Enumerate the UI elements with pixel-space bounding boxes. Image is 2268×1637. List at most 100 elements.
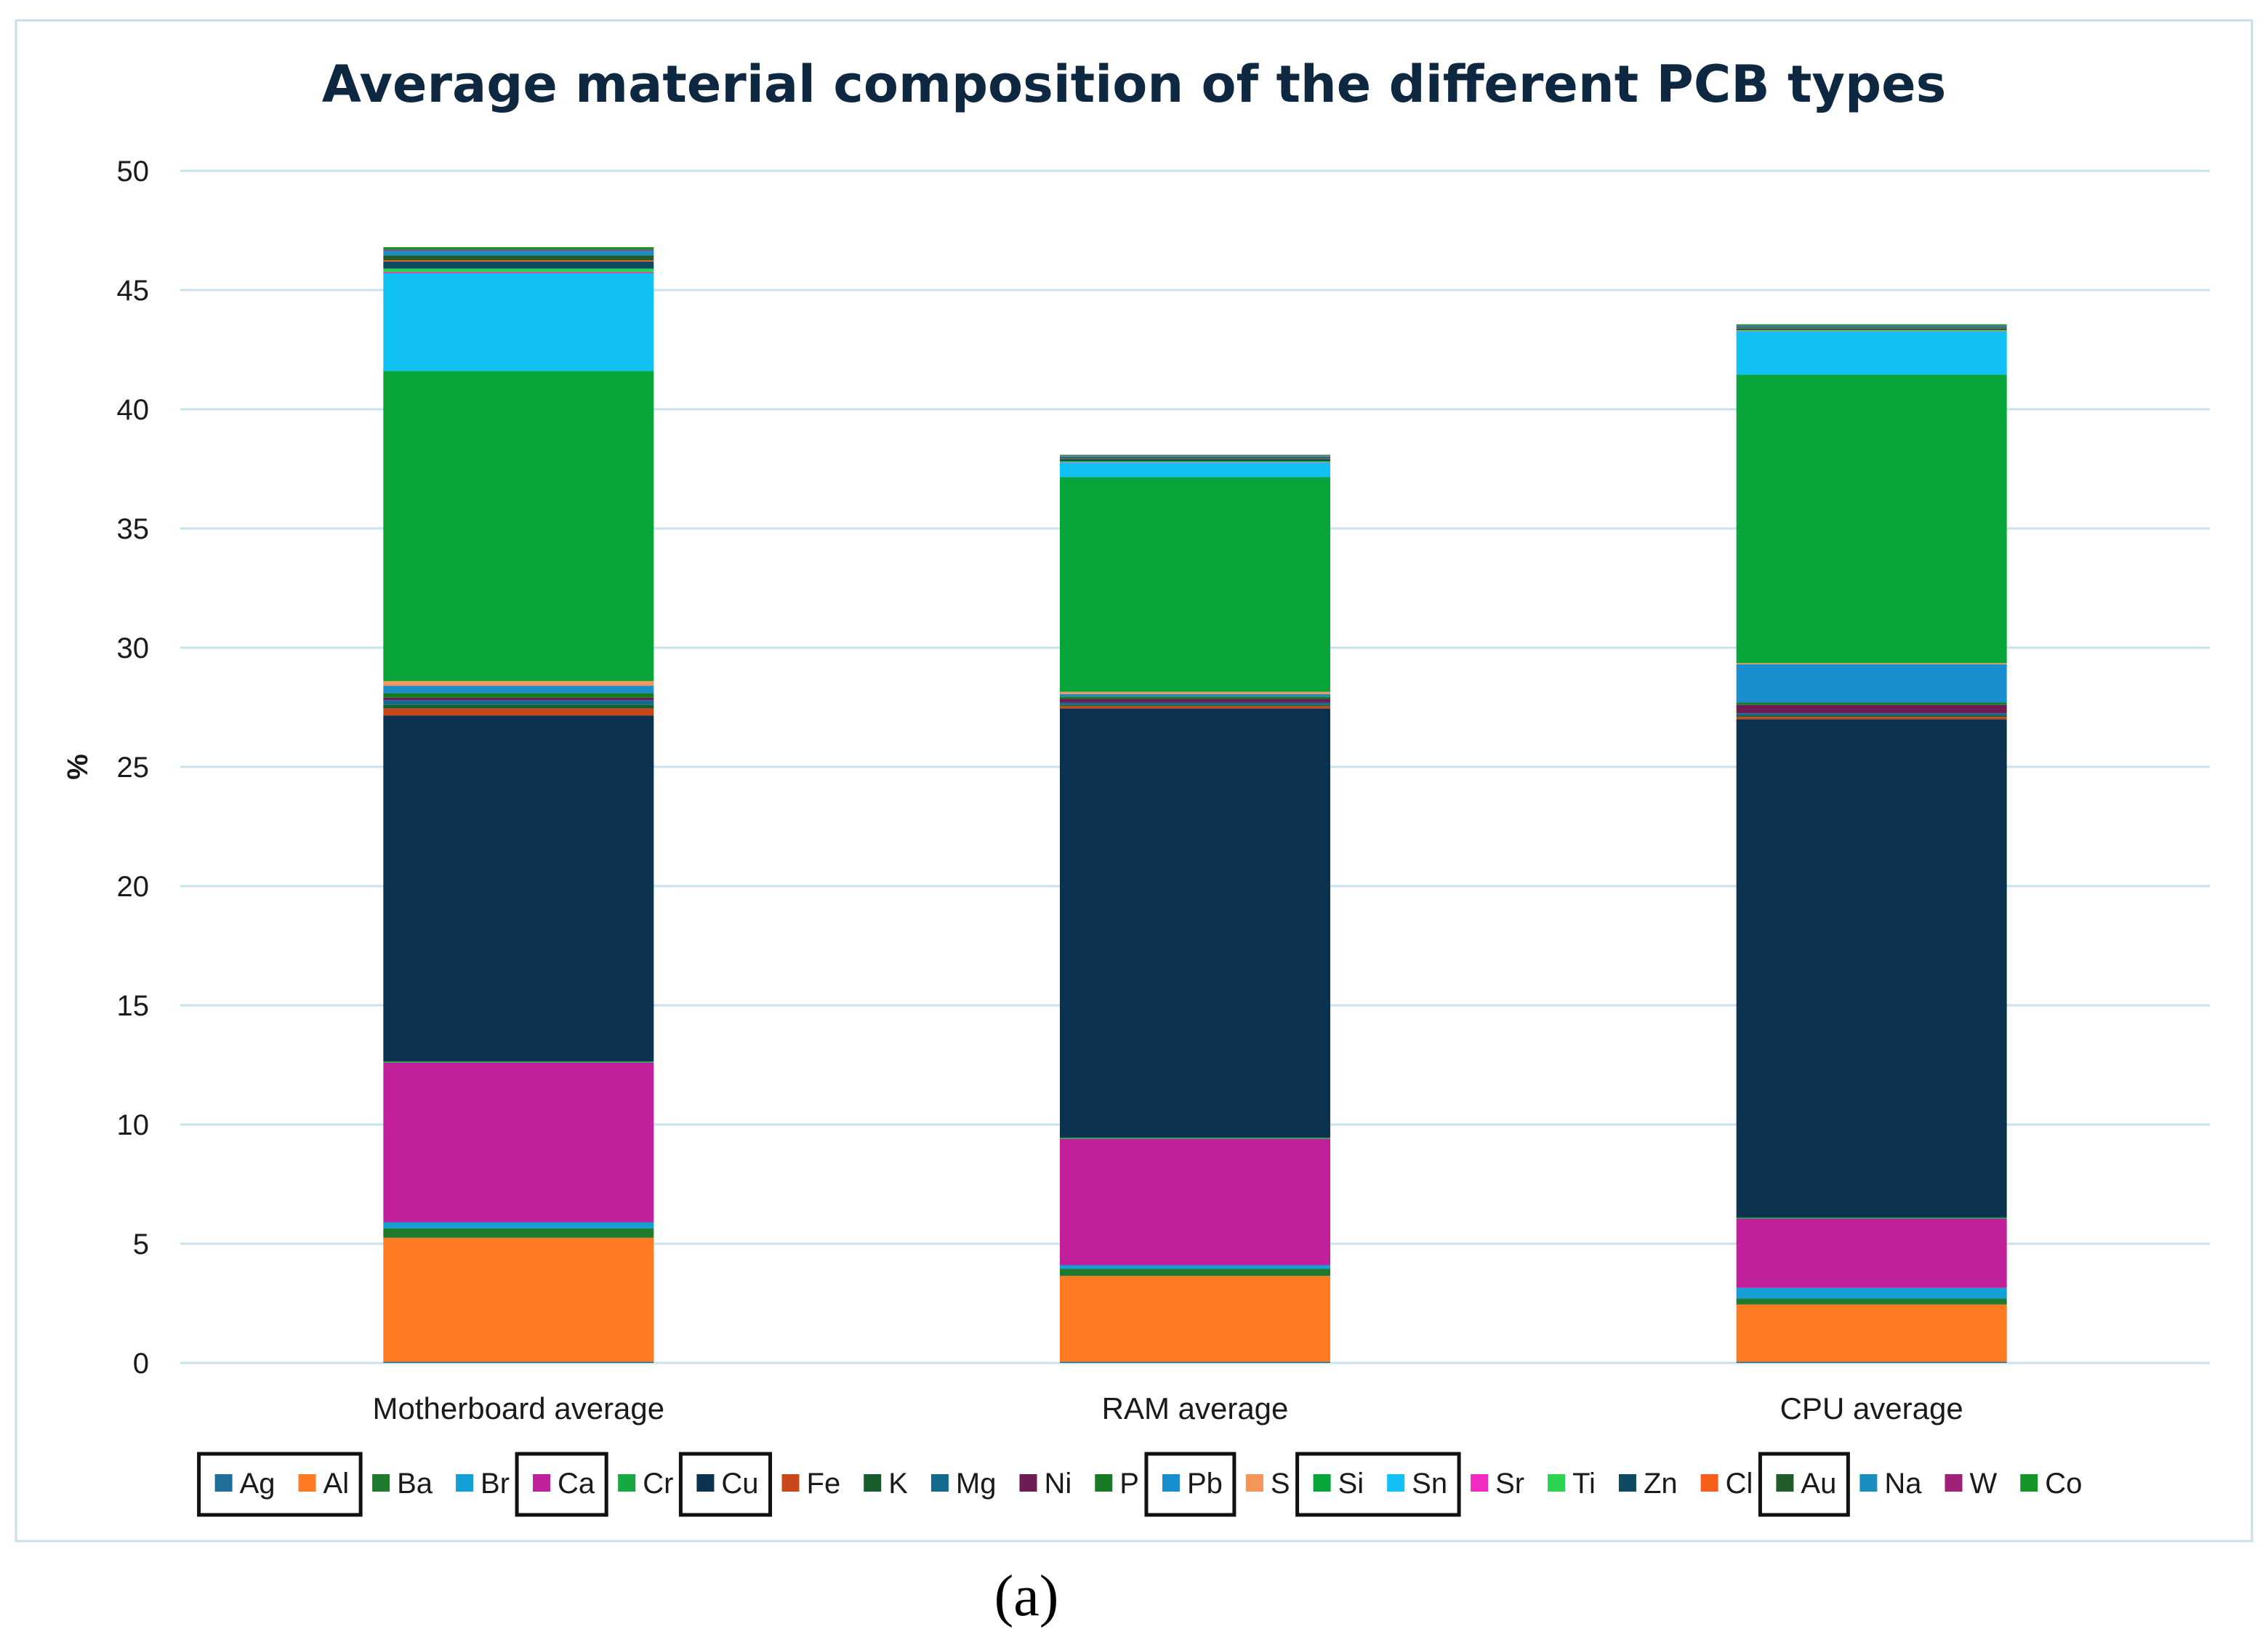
bar-segment-au — [1060, 456, 1330, 459]
category-label: RAM average — [1102, 1391, 1289, 1425]
legend-swatch — [1945, 1474, 1963, 1492]
bar-segment-pb — [1736, 664, 2007, 703]
legend-swatch — [1471, 1474, 1489, 1492]
legend-item-w[interactable]: W — [1945, 1468, 1998, 1500]
bar-segment-al — [1060, 1276, 1330, 1362]
legend-item-ca[interactable]: Ca — [533, 1468, 595, 1500]
bar-segment-ag — [1736, 1362, 2007, 1363]
bar-segment-ca — [1736, 1218, 2007, 1288]
legend-swatch — [1618, 1474, 1636, 1492]
legend-swatch — [1095, 1474, 1113, 1492]
y-axis-label: % — [62, 754, 94, 780]
legend-highlight-box — [515, 1452, 608, 1517]
bar-segment-ti — [383, 268, 654, 273]
legend-item-fe[interactable]: Fe — [781, 1468, 841, 1500]
bar-segment-zn — [1060, 459, 1330, 462]
legend-swatch — [533, 1474, 551, 1492]
legend-item-ni[interactable]: Ni — [1019, 1468, 1072, 1500]
bar-segment-ni — [1736, 704, 2007, 714]
legend-item-s[interactable]: S — [1245, 1468, 1290, 1500]
y-tick-label: 20 — [117, 871, 150, 903]
legend-item-na[interactable]: Na — [1859, 1468, 1922, 1500]
legend[interactable]: Ag Al Ba Br Ca Cr Cu Fe K Mg Ni P Pb S Si Sn Sr Ti Zn Cl Au N… — [197, 1452, 2083, 1517]
legend-label: P — [1119, 1468, 1139, 1500]
legend-item-cr[interactable]: Cr — [618, 1468, 673, 1500]
bar-segment-sr — [1060, 462, 1330, 463]
bar-segment-ag — [383, 1362, 654, 1363]
bar-segment-fe — [383, 708, 654, 716]
legend-item-sn[interactable]: Sn — [1387, 1468, 1447, 1500]
bar-segment-br — [383, 1222, 654, 1228]
legend-swatch — [1387, 1474, 1405, 1492]
bar-segment-si — [1060, 477, 1330, 692]
legend-item-cu[interactable]: Cu — [696, 1468, 759, 1500]
legend-item-k[interactable]: K — [864, 1468, 908, 1500]
legend-item-co[interactable]: Co — [2020, 1468, 2082, 1500]
legend-label: Au — [1801, 1468, 1836, 1500]
bar-segment-sr — [383, 272, 654, 274]
bar-segment-cu — [383, 715, 654, 1062]
y-tick-label: 10 — [117, 1109, 150, 1141]
bar-segment-au — [1736, 327, 2007, 329]
bar-segment-si — [1736, 374, 2007, 664]
legend-label: S — [1271, 1468, 1290, 1500]
y-tick-label: 5 — [133, 1228, 149, 1260]
y-tick-label: 45 — [117, 275, 150, 307]
bars — [383, 246, 2007, 1363]
bar-segment-cl — [383, 260, 654, 262]
y-tick-label: 40 — [117, 394, 150, 426]
bar-segment-ba — [1060, 1268, 1330, 1276]
bar-segment-na — [1736, 326, 2007, 328]
legend-label: Ba — [397, 1468, 433, 1500]
y-tick-label: 0 — [133, 1348, 149, 1380]
legend-label: Co — [2045, 1468, 2082, 1500]
legend-label: Si — [1338, 1468, 1364, 1500]
category-label: CPU average — [1780, 1391, 1963, 1425]
bar-segment-na — [1060, 456, 1330, 457]
figure-caption: (a) — [994, 1564, 1059, 1628]
legend-swatch — [1776, 1474, 1794, 1492]
legend-item-au[interactable]: Au — [1776, 1468, 1836, 1500]
legend-swatch — [930, 1474, 949, 1492]
legend-label: Br — [480, 1468, 510, 1500]
bar-segment-pb — [383, 685, 654, 693]
legend-swatch — [1548, 1474, 1566, 1492]
bar-segment-co — [383, 246, 654, 250]
bar-segment-s — [383, 680, 654, 686]
bar-segment-p — [1060, 696, 1330, 699]
bar-segment-ni — [1060, 699, 1330, 703]
legend-label: Ni — [1045, 1468, 1072, 1500]
legend-item-ti[interactable]: Ti — [1548, 1468, 1596, 1500]
bar-segment-fe — [1060, 706, 1330, 709]
bar-segment-cr — [1736, 1217, 2007, 1219]
legend-label: Al — [323, 1468, 350, 1500]
legend-label: Sr — [1495, 1468, 1524, 1500]
bar-segment-na — [383, 250, 654, 256]
bar-segment-pb — [1060, 693, 1330, 697]
legend-item-sr[interactable]: Sr — [1471, 1468, 1524, 1500]
legend-item-zn[interactable]: Zn — [1618, 1468, 1678, 1500]
bar-segment-zn — [1736, 329, 2007, 331]
legend-label: Fe — [807, 1468, 841, 1500]
bar-segment-br — [1060, 1265, 1330, 1269]
legend-swatch — [372, 1474, 390, 1492]
legend-item-ba[interactable]: Ba — [372, 1468, 433, 1500]
legend-highlight-box — [1295, 1452, 1461, 1517]
legend-swatch — [298, 1474, 316, 1492]
legend-swatch — [1700, 1474, 1718, 1492]
bar-segment-al — [1736, 1304, 2007, 1362]
legend-item-ag[interactable]: Ag — [214, 1468, 276, 1500]
legend-item-al[interactable]: Al — [298, 1468, 350, 1500]
bar-segment-cu — [1060, 708, 1330, 1138]
legend-item-br[interactable]: Br — [456, 1468, 510, 1500]
legend-item-mg[interactable]: Mg — [930, 1468, 997, 1500]
legend-highlight-box — [1144, 1452, 1236, 1517]
bar-segment-k — [1060, 704, 1330, 707]
legend-swatch — [214, 1474, 233, 1492]
legend-item-si[interactable]: Si — [1313, 1468, 1364, 1500]
legend-item-p[interactable]: P — [1095, 1468, 1139, 1500]
legend-item-cl[interactable]: Cl — [1700, 1468, 1753, 1500]
legend-item-pb[interactable]: Pb — [1162, 1468, 1223, 1500]
legend-swatch — [1859, 1474, 1878, 1492]
